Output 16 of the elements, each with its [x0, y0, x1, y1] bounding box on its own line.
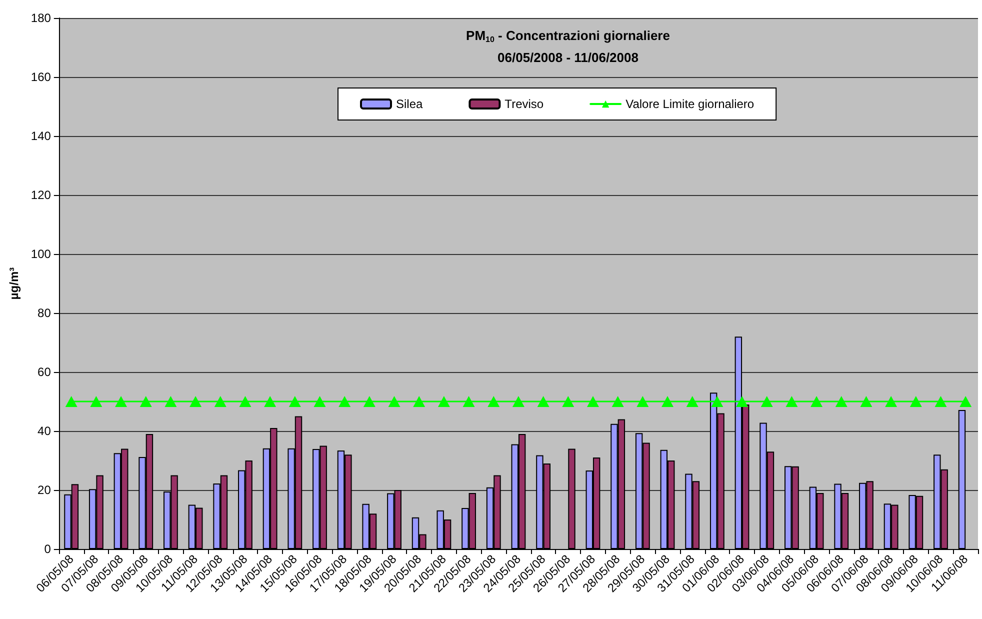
y-tick-label: 40: [38, 424, 52, 438]
y-tick-label: 180: [30, 11, 52, 25]
y-tick-label: 140: [30, 129, 52, 143]
y-tick-label: 160: [30, 70, 52, 84]
legend-label: Valore Limite giornaliero: [626, 97, 754, 111]
y-tick-label: 60: [38, 365, 52, 379]
text: 06/05/2008 - 11/06/2008: [498, 49, 638, 67]
legend-label: Silea: [396, 97, 424, 111]
y-axis-title: µg/m³: [7, 267, 21, 300]
y-tick-label: 80: [38, 306, 52, 320]
y-tick-label: 100: [30, 247, 52, 261]
y-tick-label: 20: [38, 483, 52, 497]
y-tick-label: 120: [30, 188, 52, 202]
text: PM$_{10}$ - Concentrazioni giornaliere: [466, 27, 670, 46]
legend-label: Treviso: [504, 97, 544, 111]
y-tick-label: 0: [44, 542, 52, 556]
